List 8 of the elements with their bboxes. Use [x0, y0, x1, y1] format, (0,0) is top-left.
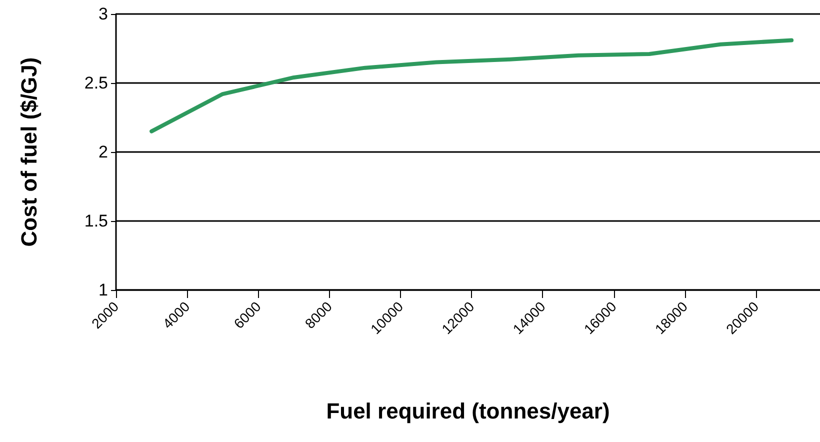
- y-tick-label: 3: [98, 4, 108, 24]
- x-axis-title: Fuel required (tonnes/year): [326, 398, 610, 424]
- y-tick-label: 1: [98, 280, 108, 300]
- y-tick-label: 2.5: [84, 74, 108, 92]
- y-axis-title: Cost of fuel ($/GJ): [16, 57, 42, 247]
- y-tick-label: 1.5: [84, 212, 108, 230]
- line-series: [150, 38, 794, 134]
- y-tick-label: 2: [98, 142, 108, 162]
